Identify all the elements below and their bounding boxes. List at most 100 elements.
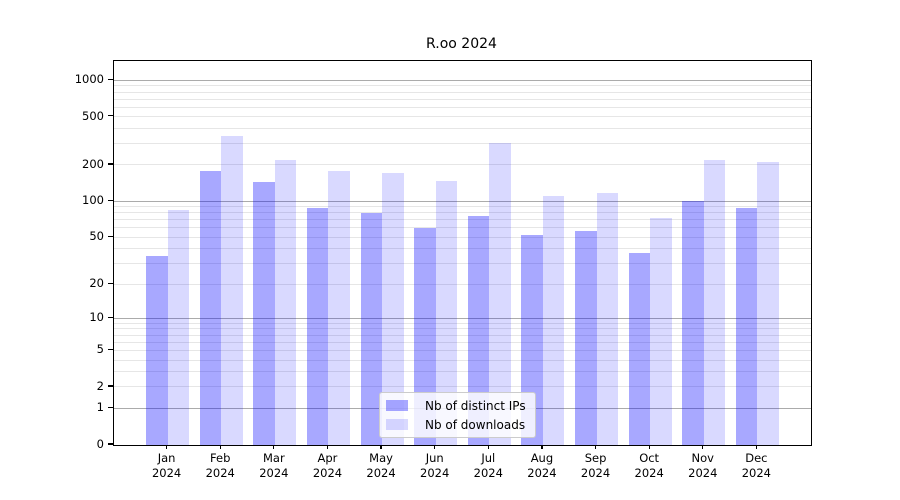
x-axis-tick <box>702 445 704 449</box>
x-axis-tick <box>541 445 543 449</box>
x-tick-label: May 2024 <box>366 451 396 480</box>
gridline-major <box>114 317 811 319</box>
gridline-minor <box>114 85 811 87</box>
y-axis-tick <box>108 348 113 350</box>
bar-distinct-ips <box>306 208 329 445</box>
x-tick-label: Nov 2024 <box>688 451 718 480</box>
legend-swatch-downloads <box>386 419 408 430</box>
x-tick-label: Jan 2024 <box>151 451 182 480</box>
bar-distinct-ips <box>682 200 704 445</box>
bar-distinct-ips <box>253 182 275 445</box>
bar-downloads <box>328 171 350 445</box>
gridline-minor <box>114 98 811 100</box>
y-tick-label: 20 <box>89 276 104 291</box>
gridline-minor <box>114 116 811 118</box>
legend-swatch-distinct-ips <box>386 400 408 411</box>
x-tick-label: Oct 2024 <box>634 451 664 480</box>
y-tick-label: 500 <box>82 108 104 123</box>
chart-title: R.oo 2024 <box>426 36 497 52</box>
gridline-minor <box>114 227 811 229</box>
x-tick-label: Dec 2024 <box>741 451 772 480</box>
legend-label-downloads: Nb of downloads <box>425 417 526 432</box>
bar-downloads <box>489 143 511 445</box>
bar-distinct-ips <box>414 227 436 445</box>
y-axis-tick <box>108 235 113 237</box>
x-tick-label: Aug 2024 <box>527 451 557 480</box>
x-axis-tick <box>326 445 329 449</box>
legend: Nb of distinct IPs Nb of downloads <box>379 392 536 438</box>
x-axis-tick <box>755 445 757 449</box>
bar-downloads <box>703 160 726 445</box>
gridline-minor <box>114 386 811 388</box>
gridline-minor <box>114 106 811 108</box>
y-tick-label: 5 <box>96 342 104 357</box>
x-tick-label: Jul 2024 <box>473 451 503 480</box>
x-axis-tick <box>166 445 168 449</box>
gridline-minor <box>114 322 811 324</box>
bar-distinct-ips <box>575 230 597 445</box>
y-axis-tick <box>108 385 113 387</box>
bar-distinct-ips <box>467 215 490 445</box>
y-axis-tick <box>108 443 113 445</box>
x-tick-label: Sep 2024 <box>580 451 611 480</box>
gridline-minor <box>114 236 811 238</box>
bar-downloads <box>382 172 404 445</box>
y-tick-label: 2 <box>96 378 104 393</box>
gridline-major <box>114 79 811 81</box>
x-axis-tick <box>648 445 650 449</box>
x-axis-tick <box>434 445 436 449</box>
gridline-minor <box>114 248 811 250</box>
legend-label-distinct-ips: Nb of distinct IPs <box>425 398 526 413</box>
y-tick-label: 200 <box>82 156 104 171</box>
bar-downloads <box>596 193 619 445</box>
x-tick-label: Apr 2024 <box>312 451 343 480</box>
y-tick-label: 1000 <box>74 72 104 87</box>
legend-item-downloads: Nb of downloads <box>386 416 526 433</box>
gridline-minor <box>114 283 811 285</box>
gridline-minor <box>114 359 811 361</box>
bar-downloads <box>757 162 779 445</box>
gridline-minor <box>114 334 811 336</box>
gridline-minor <box>114 143 811 145</box>
x-tick-label: Jun 2024 <box>420 451 450 480</box>
gridline-minor <box>114 164 811 166</box>
legend-item-distinct-ips: Nb of distinct IPs <box>386 397 526 414</box>
bar-downloads <box>221 135 243 445</box>
gridline-minor <box>114 341 811 343</box>
y-axis-tick <box>108 115 113 117</box>
bar-downloads <box>167 209 190 445</box>
x-tick-label: Mar 2024 <box>259 451 289 480</box>
x-axis-tick <box>219 445 221 449</box>
gridline-minor <box>114 371 811 373</box>
plot-area <box>113 60 812 446</box>
x-axis-tick <box>594 445 597 449</box>
gridline-minor <box>114 91 811 93</box>
y-tick-label: 1 <box>96 400 104 415</box>
gridline-minor <box>114 206 811 208</box>
x-axis-tick <box>273 445 275 449</box>
gridline-minor <box>114 212 811 214</box>
y-axis-tick <box>108 316 113 318</box>
y-tick-label: 50 <box>89 229 104 244</box>
x-axis-tick <box>487 445 489 449</box>
bar-distinct-ips <box>735 208 758 445</box>
gridline-minor <box>114 349 811 351</box>
y-axis-tick <box>108 406 113 408</box>
y-axis-tick <box>108 282 113 284</box>
y-tick-label: 100 <box>82 193 104 208</box>
bar-distinct-ips <box>146 255 168 445</box>
gridline-minor <box>114 219 811 221</box>
x-tick-label: Feb 2024 <box>205 451 235 480</box>
gridline-minor <box>114 263 811 265</box>
y-tick-label: 10 <box>89 310 104 325</box>
x-axis-tick <box>380 445 382 449</box>
bar-distinct-ips <box>628 252 651 445</box>
bar-distinct-ips <box>199 170 222 445</box>
bar-downloads <box>542 196 565 445</box>
gridline-major <box>114 200 811 202</box>
gridline-minor <box>114 128 811 130</box>
y-axis-tick <box>108 78 113 80</box>
y-tick-label: 0 <box>96 437 104 451</box>
bar-distinct-ips <box>360 212 383 445</box>
